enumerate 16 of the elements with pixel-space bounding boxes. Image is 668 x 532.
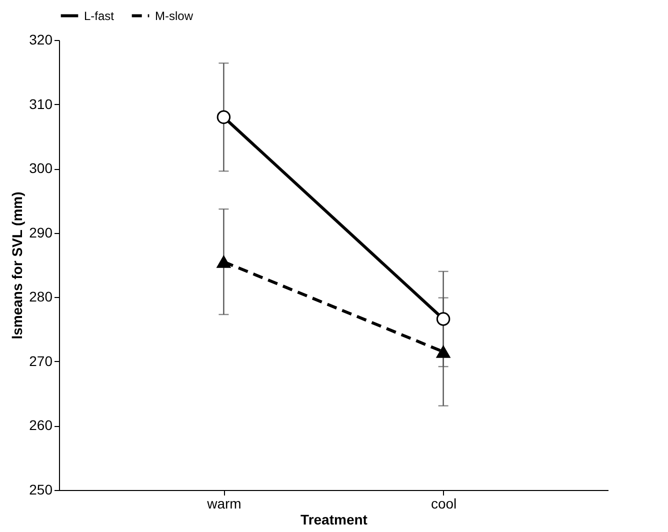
legend-label: M-slow — [155, 8, 194, 23]
y-tick-label: 270 — [29, 352, 53, 369]
y-tick-label: 320 — [29, 32, 53, 48]
y-tick-label: 290 — [29, 224, 53, 240]
y-tick-label: 250 — [29, 482, 53, 498]
y-tick-label: 260 — [29, 417, 53, 434]
y-tick-label: 280 — [29, 288, 53, 305]
x-axis-title: Treatment — [300, 512, 368, 528]
x-tick-label: cool — [430, 496, 457, 512]
point — [216, 110, 231, 124]
point — [436, 312, 450, 326]
y-tick-label: 310 — [29, 96, 53, 112]
y-axis-title: lsmeans for SVL (mm) — [9, 192, 26, 340]
y-tick-label: 300 — [29, 160, 53, 176]
legend-label: L-fast — [84, 8, 115, 23]
x-tick-label: warm — [206, 496, 242, 512]
